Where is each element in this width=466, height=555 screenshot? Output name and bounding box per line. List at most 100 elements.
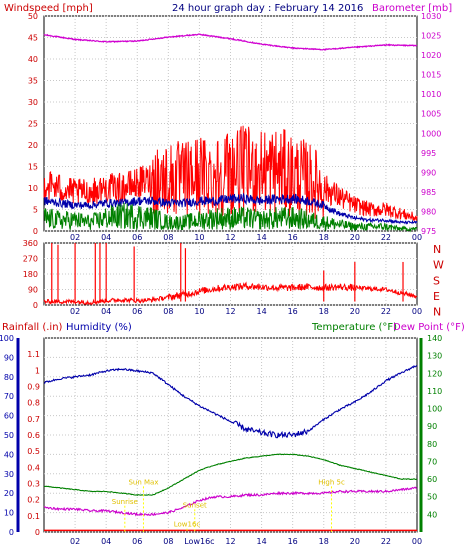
- direction-tick-label: 180: [23, 270, 38, 279]
- hour-tick-label: 14: [256, 233, 266, 242]
- rain-tick-label: 1.1: [27, 350, 40, 359]
- hour-tick-label: 08: [163, 233, 173, 242]
- humidity-tick-label: 60: [4, 412, 14, 421]
- rain-tick-label: 0.6: [27, 431, 40, 440]
- compass-letter: S: [433, 274, 440, 287]
- series-layer: Sunrise Sun Max Sunset High 5c Low16c: [43, 33, 418, 532]
- hour-tick-label: 12: [225, 537, 235, 546]
- wind-tick-label: 5: [33, 206, 38, 215]
- hour-tick-label: 10: [194, 307, 204, 316]
- baro-tick-label: 975: [421, 227, 436, 236]
- rain-tick-label: 0.9: [27, 383, 40, 392]
- hour-tick-label: 06: [132, 233, 142, 242]
- humidity-tick-label: 100: [0, 334, 14, 343]
- wind-tick-label: 50: [28, 12, 38, 21]
- temp-tick-label: 60: [427, 475, 437, 484]
- temp-tick-label: 40: [427, 510, 437, 519]
- temp-series-1: [43, 453, 418, 496]
- annotation-label: High 5c: [318, 478, 345, 486]
- baro-tick-label: 1010: [421, 90, 441, 99]
- baro-tick-label: 1025: [421, 32, 441, 41]
- humidity-tick-label: 80: [4, 373, 14, 382]
- humidity-tick-label: 70: [4, 392, 14, 401]
- hour-tick-label: 20: [350, 307, 360, 316]
- hour-tick-label: 10: [194, 233, 204, 242]
- hour-tick-label: 22: [381, 537, 391, 546]
- direction-tick-label: 360: [23, 239, 38, 248]
- temp-series-2: [43, 486, 418, 517]
- rain-tick-label: 0.7: [27, 415, 40, 424]
- rain-tick-label: 0.4: [27, 463, 40, 472]
- hour-tick-label: 04: [101, 537, 111, 546]
- humidity-tick-label: 0: [9, 528, 14, 537]
- hour-tick-label: 16: [288, 307, 298, 316]
- hour-tick-label: 14: [256, 537, 266, 546]
- temp-tick-label: 90: [427, 422, 437, 431]
- wind-tick-label: 30: [28, 98, 38, 107]
- humidity-tick-label: 90: [4, 353, 14, 362]
- humidity-tick-label: 50: [4, 431, 14, 440]
- annotation-label: Sunrise: [112, 498, 138, 506]
- hour-tick-label: 20: [350, 233, 360, 242]
- hour-tick-label: 12: [225, 307, 235, 316]
- hour-tick-label: 08: [163, 307, 173, 316]
- wind-tick-label: 35: [28, 77, 38, 86]
- hour-tick-label: 06: [132, 537, 142, 546]
- rainfall-label: Rainfall (.in): [2, 322, 63, 333]
- compass-letter: E: [433, 290, 440, 303]
- temperature-label: Temperature (°F): [311, 322, 397, 333]
- baro-tick-label: 1000: [421, 129, 441, 138]
- rain-tick-label: 0.8: [27, 399, 40, 408]
- wind-tick-label: 20: [28, 141, 38, 150]
- annotation-label: Low16c: [174, 521, 201, 529]
- humidity-label: Humidity (%): [66, 322, 132, 333]
- barometer-title: Barometer [mb]: [372, 3, 452, 14]
- hour-tick-label: 14: [256, 307, 266, 316]
- rain-tick-label: 0.2: [27, 496, 40, 505]
- baro-tick-label: 990: [421, 168, 436, 177]
- temp-tick-label: 130: [427, 352, 442, 361]
- wind-series-0: [43, 33, 418, 51]
- hour-tick-label: 04: [101, 233, 111, 242]
- temp-tick-label: 80: [427, 440, 437, 449]
- temp-series-0: [43, 364, 418, 439]
- axes: 0510152025303540455097598098599099510001…: [0, 12, 442, 546]
- compass-letter: W: [433, 259, 444, 272]
- hour-tick-label: 20: [350, 537, 360, 546]
- hour-tick-label: 18: [319, 537, 329, 546]
- direction-tick-label: 270: [23, 255, 38, 264]
- annotation-label: Sun Max: [128, 478, 158, 486]
- hour-tick-label: Low16c: [184, 537, 214, 546]
- temp-tick-label: 140: [427, 334, 442, 343]
- hour-tick-label: 08: [163, 537, 173, 546]
- baro-tick-label: 980: [421, 207, 436, 216]
- hour-tick-label: 00: [412, 233, 422, 242]
- windspeed-title: Windspeed [mph]: [4, 3, 93, 14]
- compass-letter: N: [433, 306, 441, 319]
- wind-tick-label: 0: [33, 227, 38, 236]
- annotation-label: Sunset: [183, 501, 207, 509]
- hour-tick-label: 16: [288, 233, 298, 242]
- compass-letter: N: [433, 243, 441, 256]
- hour-tick-label: 18: [319, 307, 329, 316]
- hour-tick-label: 02: [70, 307, 80, 316]
- hour-tick-label: 22: [381, 307, 391, 316]
- temp-tick-label: 110: [427, 387, 442, 396]
- humidity-tick-label: 20: [4, 489, 14, 498]
- graph-title: 24 hour graph day : February 14 2016: [172, 3, 363, 14]
- hour-tick-label: 02: [70, 233, 80, 242]
- wind-tick-label: 40: [28, 55, 38, 64]
- hour-tick-label: 02: [70, 537, 80, 546]
- baro-tick-label: 1005: [421, 110, 441, 119]
- dewpoint-label: Dew Point (°F): [393, 322, 465, 333]
- rain-tick-label: 0.1: [27, 512, 40, 521]
- baro-tick-label: 1020: [421, 51, 441, 60]
- baro-tick-label: 1015: [421, 71, 441, 80]
- wind-tick-label: 10: [28, 184, 38, 193]
- humidity-tick-label: 40: [4, 450, 14, 459]
- baro-tick-label: 985: [421, 188, 436, 197]
- hour-tick-label: 04: [101, 307, 111, 316]
- baro-tick-label: 1030: [421, 12, 441, 21]
